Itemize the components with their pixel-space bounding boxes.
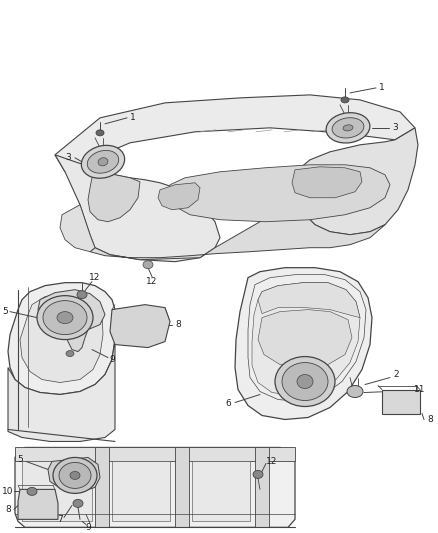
Polygon shape xyxy=(292,167,362,198)
Ellipse shape xyxy=(27,487,37,495)
Text: 12: 12 xyxy=(266,457,278,466)
Polygon shape xyxy=(18,489,58,519)
Ellipse shape xyxy=(297,375,313,389)
Text: 9: 9 xyxy=(85,523,91,532)
Polygon shape xyxy=(88,168,140,222)
Polygon shape xyxy=(168,165,390,222)
Bar xyxy=(22,462,92,521)
Text: 3: 3 xyxy=(392,123,398,132)
Ellipse shape xyxy=(70,471,80,479)
Ellipse shape xyxy=(143,261,153,269)
Polygon shape xyxy=(258,282,360,318)
Ellipse shape xyxy=(275,357,335,407)
Polygon shape xyxy=(382,390,420,415)
Polygon shape xyxy=(15,448,295,527)
Bar xyxy=(112,462,170,521)
Polygon shape xyxy=(8,282,115,394)
Polygon shape xyxy=(60,205,95,252)
Polygon shape xyxy=(258,310,352,368)
Ellipse shape xyxy=(282,362,328,400)
Ellipse shape xyxy=(37,296,93,340)
Ellipse shape xyxy=(326,112,370,143)
Bar xyxy=(15,448,295,462)
Text: 1: 1 xyxy=(130,114,136,123)
Ellipse shape xyxy=(343,125,353,131)
Ellipse shape xyxy=(341,97,349,103)
Polygon shape xyxy=(20,293,103,383)
Bar xyxy=(95,448,109,527)
Text: 8: 8 xyxy=(175,320,181,329)
Text: 12: 12 xyxy=(146,277,158,286)
Bar xyxy=(255,448,269,527)
Ellipse shape xyxy=(57,312,73,324)
Polygon shape xyxy=(235,268,372,419)
Polygon shape xyxy=(158,183,200,210)
Polygon shape xyxy=(8,340,115,441)
Polygon shape xyxy=(252,282,360,395)
Ellipse shape xyxy=(81,146,125,178)
Text: 5: 5 xyxy=(2,307,8,316)
Text: 9: 9 xyxy=(109,355,115,364)
Ellipse shape xyxy=(332,118,364,138)
Polygon shape xyxy=(295,128,418,235)
Polygon shape xyxy=(110,305,170,348)
Ellipse shape xyxy=(87,150,119,173)
Bar xyxy=(192,462,250,521)
Ellipse shape xyxy=(43,301,87,335)
Polygon shape xyxy=(55,155,220,262)
Ellipse shape xyxy=(253,471,263,479)
Polygon shape xyxy=(55,95,415,172)
Text: 10: 10 xyxy=(2,487,14,496)
Ellipse shape xyxy=(66,351,74,357)
Text: 8: 8 xyxy=(5,505,11,514)
Ellipse shape xyxy=(347,385,363,398)
Polygon shape xyxy=(90,200,385,260)
Text: 2: 2 xyxy=(393,370,399,379)
Text: 5: 5 xyxy=(17,455,23,464)
Bar xyxy=(175,448,189,527)
Ellipse shape xyxy=(59,463,91,488)
Ellipse shape xyxy=(96,130,104,136)
Polygon shape xyxy=(48,457,100,491)
Ellipse shape xyxy=(73,499,83,507)
Text: 1: 1 xyxy=(379,83,385,92)
Polygon shape xyxy=(38,289,105,352)
Text: 7: 7 xyxy=(57,515,63,524)
Ellipse shape xyxy=(53,457,97,494)
Text: 11: 11 xyxy=(414,385,426,394)
Text: 12: 12 xyxy=(89,273,101,282)
Ellipse shape xyxy=(98,158,108,166)
Text: 8: 8 xyxy=(427,415,433,424)
Text: 6: 6 xyxy=(225,399,231,408)
Ellipse shape xyxy=(77,290,87,298)
Text: 3: 3 xyxy=(65,154,71,163)
